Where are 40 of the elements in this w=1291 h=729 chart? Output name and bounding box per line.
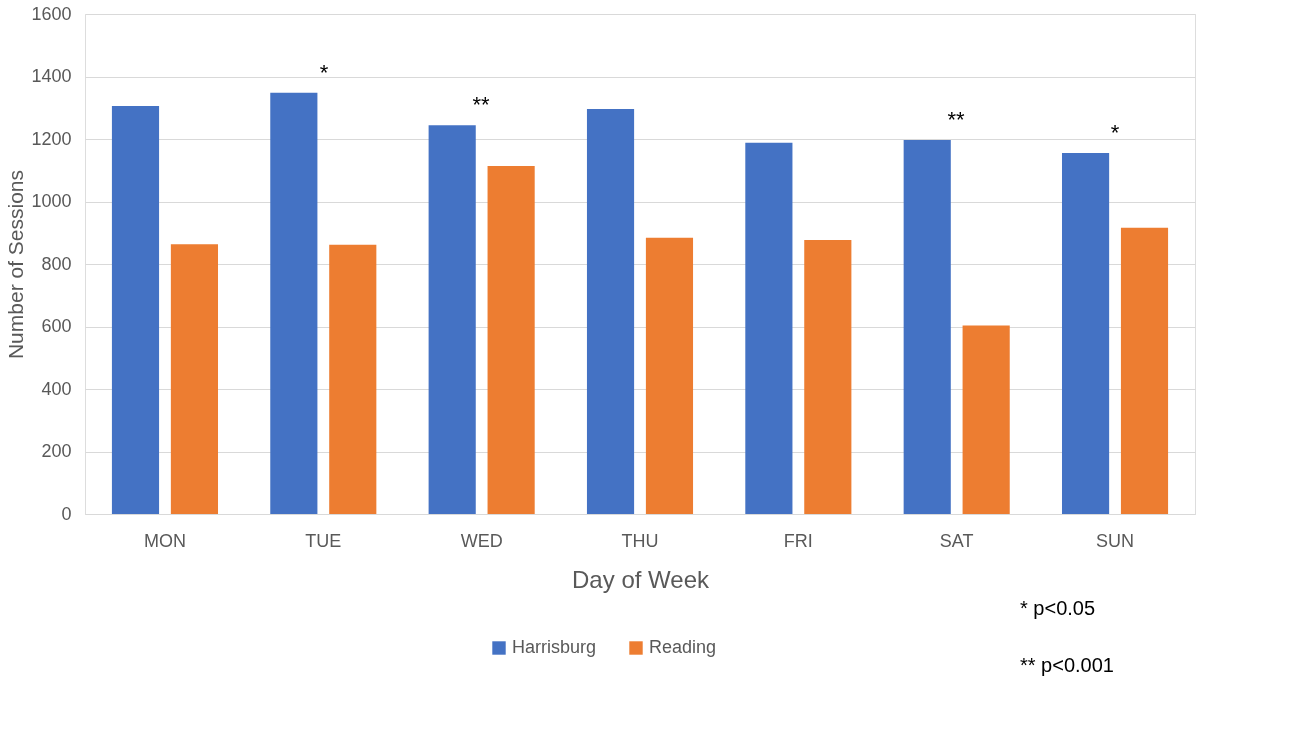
y-tick-label: 800 [41,253,72,274]
bar [428,125,476,514]
x-tick-label: THU [621,530,659,551]
bar [645,237,694,514]
bar [1120,227,1169,514]
y-tick-label: 600 [41,316,72,336]
y-tick-label: 1600 [31,3,72,24]
x-axis-title: Day of Week [572,565,710,593]
bar [111,105,160,514]
annotation: ** [947,107,965,132]
text: ** p<0.001 [1020,654,1114,676]
bar [962,325,1010,514]
bar [745,142,793,514]
bar [170,244,219,514]
annotation: * [1110,120,1120,145]
y-tick-label: 1200 [31,128,72,149]
bar [270,92,318,514]
bar [487,165,535,514]
bar [586,109,635,514]
y-axis-title: Number of Sessions [4,169,28,360]
y-tick-label: 200 [41,441,72,461]
y-tick-label: 0 [61,503,72,524]
x-tick-label: WED [460,530,503,551]
annotation: * [319,60,329,85]
x-tick-label: MON [143,530,186,551]
text: * p<0.05 [1020,597,1096,619]
x-tick-label: FRI [783,530,813,551]
bar [1061,153,1110,514]
y-tick-label: 1000 [31,191,72,211]
x-tick-label: SUN [1096,530,1135,551]
annotation: ** [472,92,490,117]
y-tick-label: 400 [41,378,72,399]
y-tick-label: 1400 [31,66,72,86]
x-tick-label: SAT [939,530,974,551]
bar [903,139,951,514]
legend-label: Harrisburg [512,637,597,657]
x-tick-label: TUE [305,530,342,551]
legend-label: Reading [649,637,717,657]
bar [329,244,377,514]
bar [804,239,852,514]
